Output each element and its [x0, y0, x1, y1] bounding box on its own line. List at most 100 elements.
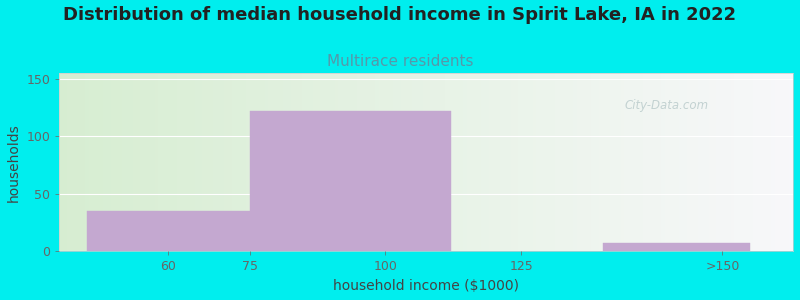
Bar	[470, 73, 474, 251]
Bar	[250, 73, 254, 251]
Bar	[742, 73, 746, 251]
Bar	[624, 73, 628, 251]
Bar	[394, 73, 397, 251]
Bar	[225, 73, 228, 251]
Bar	[522, 73, 526, 251]
Bar	[598, 73, 602, 251]
Bar	[346, 73, 349, 251]
Bar	[181, 73, 184, 251]
Bar	[459, 73, 463, 251]
Bar	[100, 73, 103, 251]
Bar	[734, 73, 738, 251]
Bar	[316, 73, 320, 251]
Bar	[246, 73, 250, 251]
Bar	[698, 73, 702, 251]
Bar	[577, 73, 580, 251]
Bar	[716, 73, 720, 251]
Bar	[342, 73, 346, 251]
Bar	[269, 73, 272, 251]
Bar	[496, 73, 499, 251]
Bar	[588, 73, 591, 251]
Bar	[419, 73, 422, 251]
Bar	[59, 73, 63, 251]
Bar	[364, 73, 367, 251]
Bar	[221, 73, 225, 251]
Bar	[489, 73, 492, 251]
Bar	[287, 73, 290, 251]
Bar	[243, 73, 246, 251]
Bar	[430, 73, 434, 251]
Bar	[536, 73, 540, 251]
Bar	[195, 73, 198, 251]
Bar	[279, 73, 283, 251]
Bar	[191, 73, 195, 251]
Bar	[562, 73, 566, 251]
Bar	[482, 73, 485, 251]
Bar	[712, 73, 716, 251]
Bar	[646, 73, 650, 251]
Bar	[774, 73, 778, 251]
Bar	[404, 73, 408, 251]
Bar	[239, 73, 243, 251]
Bar	[723, 73, 727, 251]
Bar	[686, 73, 690, 251]
Bar	[554, 73, 558, 251]
Bar	[441, 73, 445, 251]
Bar	[371, 73, 375, 251]
X-axis label: household income ($1000): household income ($1000)	[334, 279, 519, 293]
Bar	[378, 73, 382, 251]
Bar	[705, 73, 709, 251]
Bar	[771, 73, 774, 251]
Bar	[184, 73, 188, 251]
Bar	[154, 73, 158, 251]
Bar	[74, 73, 78, 251]
Bar	[544, 73, 547, 251]
Bar	[510, 73, 514, 251]
Bar	[445, 73, 448, 251]
Bar	[782, 73, 786, 251]
Bar	[110, 73, 114, 251]
Bar	[122, 73, 126, 251]
Bar	[463, 73, 466, 251]
Bar	[573, 73, 577, 251]
Bar	[305, 73, 309, 251]
Bar	[290, 73, 294, 251]
Bar	[580, 73, 584, 251]
Bar	[518, 73, 522, 251]
Bar	[672, 73, 676, 251]
Bar	[327, 73, 331, 251]
Bar	[85, 73, 89, 251]
Bar	[661, 73, 665, 251]
Bar	[272, 73, 276, 251]
Bar	[438, 73, 441, 251]
Bar	[140, 73, 144, 251]
Bar	[298, 73, 302, 251]
Bar	[137, 73, 140, 251]
Bar	[323, 73, 327, 251]
Bar	[602, 73, 606, 251]
Bar	[422, 73, 426, 251]
Bar	[642, 73, 646, 251]
Bar	[294, 73, 298, 251]
Bar	[133, 73, 137, 251]
Bar	[702, 73, 705, 251]
Bar	[188, 73, 191, 251]
Bar	[547, 73, 551, 251]
Bar	[147, 73, 151, 251]
Bar	[302, 73, 305, 251]
Bar	[129, 73, 133, 251]
Bar	[360, 73, 364, 251]
Bar	[144, 73, 147, 251]
Bar	[778, 73, 782, 251]
Bar	[202, 73, 206, 251]
Bar	[390, 73, 394, 251]
Bar	[621, 73, 624, 251]
Bar	[66, 73, 70, 251]
Bar	[382, 73, 386, 251]
Bar	[126, 73, 129, 251]
Bar	[617, 73, 621, 251]
Bar	[448, 73, 452, 251]
Bar	[455, 73, 459, 251]
Bar	[426, 73, 430, 251]
Text: Multirace residents: Multirace residents	[326, 54, 474, 69]
